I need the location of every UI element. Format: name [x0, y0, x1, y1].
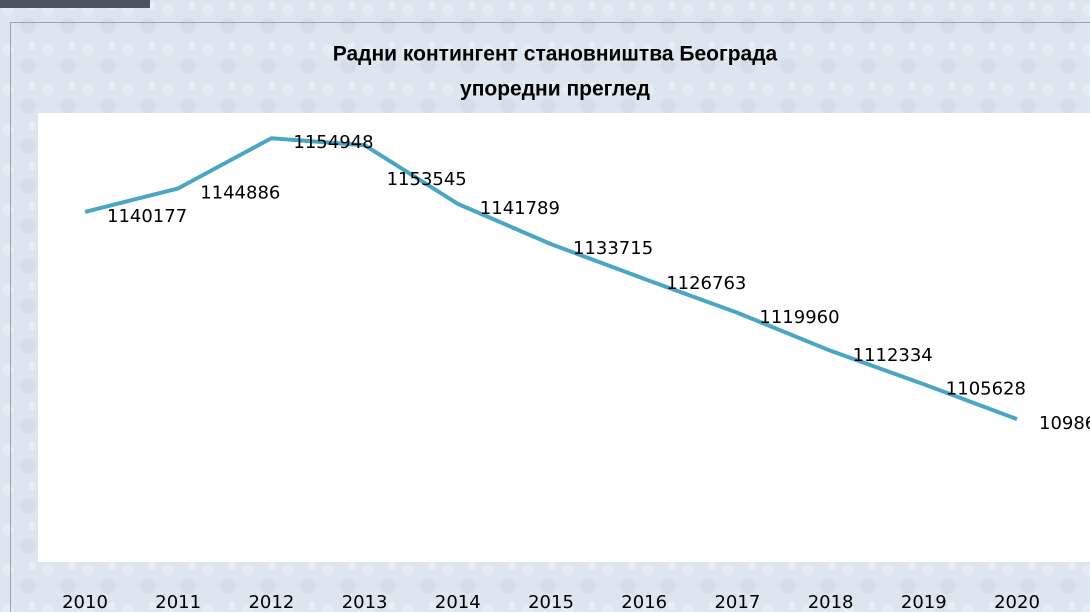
chart-frame	[10, 22, 1090, 612]
x-tick-label: 2010	[62, 592, 108, 612]
x-tick-label: 2015	[528, 592, 574, 612]
x-tick-label: 2020	[994, 592, 1040, 612]
x-tick-label: 2019	[901, 592, 947, 612]
data-label: 1153545	[387, 169, 467, 190]
plot-area	[38, 113, 1090, 562]
data-label: 1144886	[200, 182, 280, 203]
data-label: 1112334	[853, 345, 933, 366]
x-tick-label: 2012	[248, 592, 294, 612]
data-label: 1119960	[759, 307, 839, 328]
x-tick-label: 2011	[155, 592, 201, 612]
x-tick-label: 2013	[342, 592, 388, 612]
data-label: 1140177	[107, 206, 187, 227]
data-label: 1105628	[946, 378, 1026, 399]
x-tick-label: 2018	[808, 592, 854, 612]
data-label: 1133715	[573, 238, 653, 259]
x-tick-label: 2017	[714, 592, 760, 612]
data-label: 1126763	[666, 273, 746, 294]
top-fragment	[0, 0, 150, 8]
data-label: 1154948	[293, 132, 373, 153]
data-label: 1141789	[480, 198, 560, 219]
x-tick-label: 2014	[435, 592, 481, 612]
data-line	[84, 136, 1018, 422]
chart-title: Радни контингент становништва Београда	[333, 43, 778, 66]
data-label: 1098630	[1039, 413, 1090, 434]
chart-title: упоредни преглед	[460, 78, 650, 101]
x-tick-label: 2016	[621, 592, 667, 612]
